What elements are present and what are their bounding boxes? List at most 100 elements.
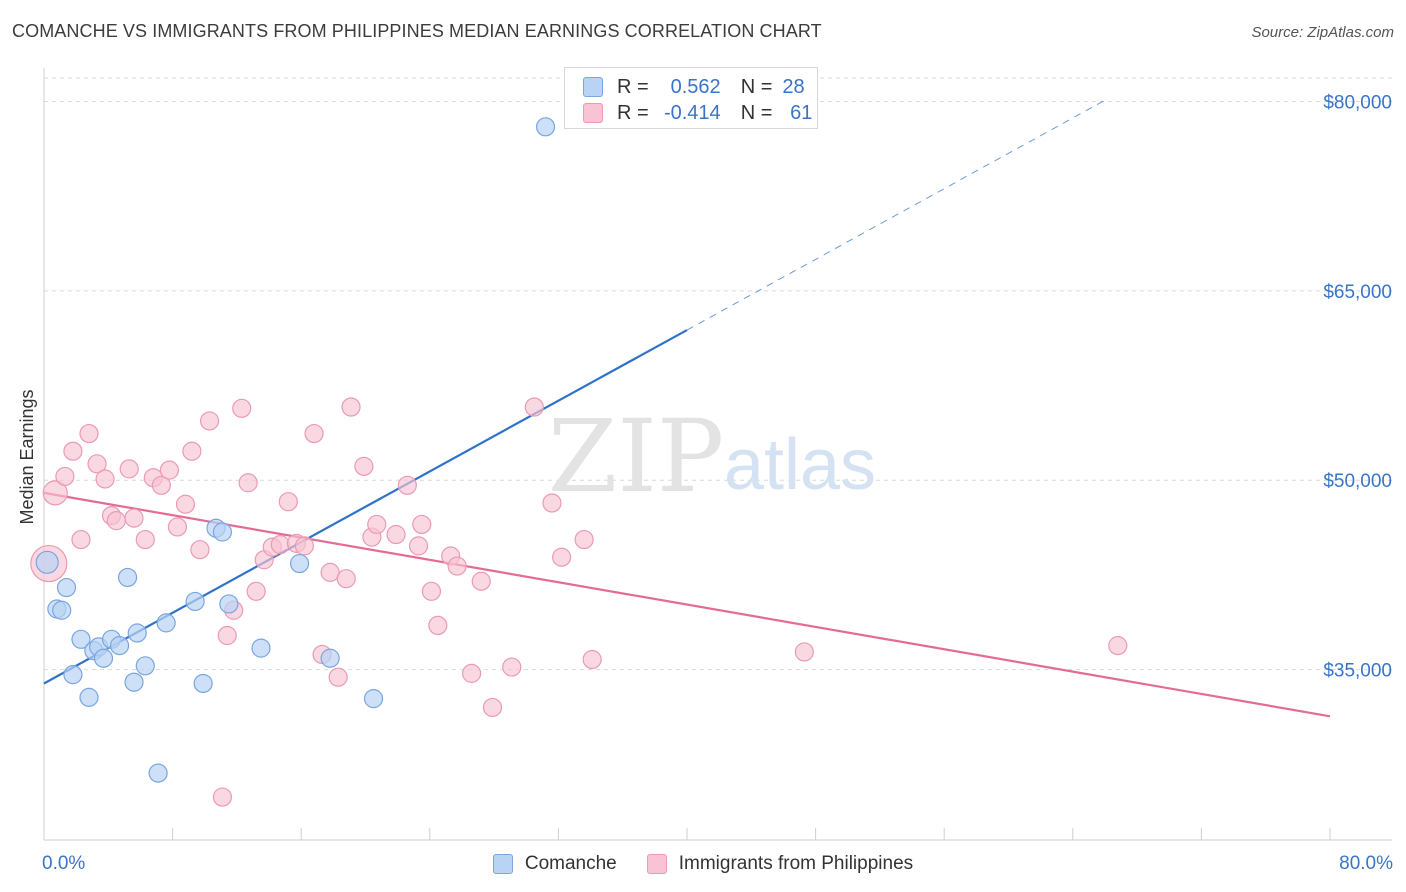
point-philippines — [328, 667, 348, 687]
legend-r-value-philippines: -0.414 — [663, 101, 721, 124]
watermark-zip: ZIP — [548, 398, 724, 515]
legend-swatch-comanche — [583, 77, 603, 97]
point-comanche — [117, 567, 138, 588]
point-philippines — [447, 556, 467, 576]
point-philippines — [408, 536, 429, 556]
point-philippines — [397, 475, 417, 495]
point-comanche — [363, 689, 384, 709]
point-philippines — [461, 663, 482, 683]
point-philippines — [175, 494, 196, 514]
axes — [43, 68, 1392, 841]
point-philippines — [190, 540, 210, 560]
point-philippines — [552, 547, 572, 567]
point-philippines — [79, 423, 99, 444]
point-philippines — [341, 397, 361, 417]
axis-labels: Median Earnings $35,000 $50,000 $65,000 $80… — [17, 93, 1393, 874]
point-philippines — [582, 649, 602, 670]
point-philippines — [270, 535, 290, 555]
y-tick-label: $65,000 — [1323, 282, 1392, 303]
point-philippines — [135, 529, 155, 550]
y-tick-label: $80,000 — [1323, 93, 1392, 114]
point-philippines — [42, 480, 68, 506]
point-philippines — [428, 615, 448, 636]
point-comanche — [185, 591, 205, 612]
legend-n-value-comanche: 28 — [782, 75, 805, 98]
point-philippines — [55, 466, 75, 487]
x-tick-label-max: 80.0% — [1339, 853, 1393, 874]
legend-item-philippines: Immigrants from Philippines — [646, 853, 914, 875]
correlation-legend: R = 0.562 N = 28 R = -0.414 N = 61 — [564, 67, 818, 129]
data-points — [30, 117, 1128, 807]
legend-label-comanche: Comanche — [524, 853, 617, 874]
point-comanche — [219, 594, 239, 614]
point-comanche — [135, 656, 155, 676]
point-comanche — [289, 553, 310, 574]
point-comanche — [193, 673, 213, 694]
point-comanche — [56, 577, 77, 598]
point-philippines — [106, 511, 126, 531]
point-comanche — [79, 687, 99, 707]
point-philippines — [232, 398, 252, 418]
series-legend: Comanche Immigrants from Philippines — [0, 850, 1406, 878]
point-philippines — [212, 787, 233, 807]
point-philippines — [471, 571, 491, 591]
y-tick-label: $35,000 — [1323, 661, 1392, 682]
legend-r-value-comanche: 0.562 — [670, 75, 721, 98]
gridlines — [44, 77, 1392, 671]
point-philippines — [354, 456, 374, 476]
trend-lines — [43, 99, 1331, 718]
point-comanche — [52, 600, 72, 620]
point-philippines — [421, 581, 442, 601]
point-comanche — [71, 629, 91, 649]
watermark-atlas: atlas — [724, 425, 876, 505]
point-philippines — [336, 569, 356, 589]
legend-label-philippines: Immigrants from Philippines — [678, 853, 914, 874]
x-tick-label-min: 0.0% — [42, 853, 85, 874]
point-philippines — [124, 508, 144, 528]
point-comanche — [109, 636, 130, 656]
point-philippines — [304, 423, 324, 444]
trend-line-comanche — [43, 329, 688, 685]
point-comanche — [320, 648, 340, 668]
point-comanche — [35, 550, 59, 574]
legend-n-value-philippines: 61 — [790, 101, 813, 124]
y-axis-title: Median Earnings — [17, 389, 37, 524]
point-philippines — [238, 473, 258, 493]
legend-r-label: R = — [617, 75, 649, 98]
point-philippines — [71, 529, 91, 550]
trend-line-philippines — [43, 491, 1331, 718]
point-comanche — [156, 613, 176, 633]
point-comanche — [212, 522, 233, 542]
legend-item-comanche: Comanche — [492, 853, 617, 875]
point-philippines — [95, 469, 115, 489]
point-comanche — [127, 623, 147, 643]
point-philippines — [542, 493, 562, 513]
point-philippines — [412, 514, 432, 535]
point-philippines — [246, 581, 266, 601]
point-philippines — [159, 460, 179, 480]
legend-n-label: N = — [740, 101, 773, 124]
y-tick-label: $50,000 — [1323, 471, 1392, 492]
point-philippines — [1108, 636, 1128, 656]
point-philippines — [87, 454, 107, 474]
point-philippines — [574, 529, 594, 550]
point-philippines — [482, 697, 503, 718]
point-philippines — [151, 475, 171, 495]
point-comanche — [124, 672, 144, 692]
point-philippines — [386, 524, 406, 545]
point-philippines — [217, 625, 237, 646]
trend-line-comanche-extrapolated — [686, 99, 1106, 331]
point-comanche — [251, 638, 271, 658]
point-philippines — [63, 441, 83, 461]
point-comanche — [63, 665, 83, 685]
legend-row-philippines: R = -0.414 N = 61 — [583, 101, 812, 125]
chart-source: Source: ZipAtlas.com — [1251, 24, 1394, 41]
point-philippines — [502, 657, 522, 677]
point-philippines — [320, 562, 340, 582]
legend-swatch-philippines — [583, 103, 603, 123]
point-philippines — [278, 492, 298, 512]
point-comanche — [148, 763, 168, 783]
point-comanche — [93, 648, 114, 668]
legend-swatch-philippines — [646, 854, 667, 874]
